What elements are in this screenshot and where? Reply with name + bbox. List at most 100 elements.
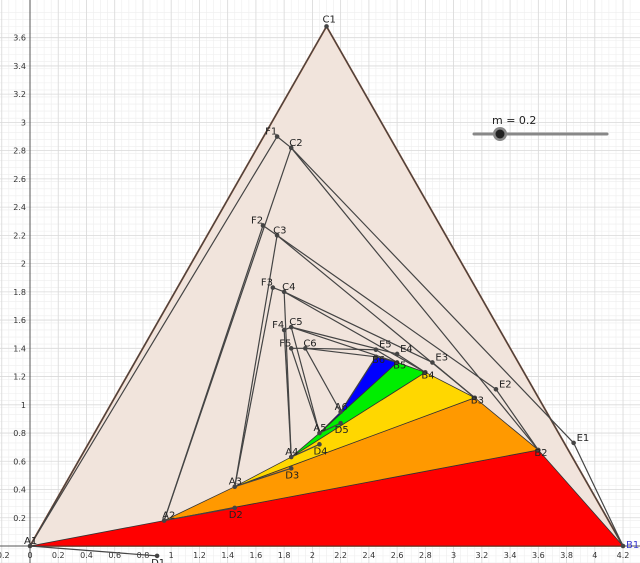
segment — [234, 235, 278, 487]
tick-labels: -0.2 0 0.2 0.4 0.6 0.8 1 1.2 1.4 1.6 1.8 2 2.2 2.4 2.6… — [0, 34, 629, 560]
point-a6[interactable] — [338, 409, 343, 415]
point-label-d1: D1 — [151, 558, 165, 563]
segment — [495, 388, 539, 451]
x-tick-label: 0.4 — [80, 551, 93, 560]
point-c3[interactable] — [274, 233, 280, 238]
point-label-a1: A1 — [24, 536, 37, 547]
point-label-d3: D3 — [285, 470, 299, 481]
point-b3[interactable] — [472, 395, 478, 401]
segment — [283, 291, 433, 363]
x-tick-label: 3 — [451, 551, 456, 560]
point-d1[interactable] — [154, 553, 160, 559]
segment — [290, 348, 321, 434]
y-tick-label: 1.6 — [13, 316, 26, 325]
x-tick-label: 3.8 — [560, 551, 573, 560]
point-f1[interactable] — [274, 134, 280, 139]
segment — [276, 136, 292, 149]
segment — [290, 147, 539, 451]
points[interactable]: A1 B1 C1 D1 E1 F1 A2 B2 C2 D2 E2 F2 A3 B3 C3 D3 E3 F3 A4 B4… — [24, 14, 639, 563]
point-label-b6: B6 — [372, 355, 385, 366]
point-label-d4: D4 — [313, 446, 327, 457]
point-a2[interactable] — [161, 518, 167, 523]
point-b6[interactable] — [373, 354, 379, 360]
point-b5[interactable] — [394, 360, 400, 365]
segment — [234, 287, 274, 487]
point-b4[interactable] — [423, 370, 428, 375]
segment — [396, 353, 426, 373]
segment — [291, 326, 398, 364]
x-tick-label: 4 — [592, 551, 597, 560]
x-tick-label: -0.2 — [0, 551, 10, 560]
point-c1[interactable] — [324, 24, 329, 29]
x-tick-label: 1.2 — [193, 551, 206, 560]
point-label-f2: F2 — [251, 215, 263, 226]
point-label-d2: D2 — [229, 510, 243, 521]
point-label-d5: D5 — [335, 425, 349, 436]
x-tick-label: 2.8 — [419, 551, 432, 560]
point-b2[interactable] — [536, 447, 541, 453]
point-label-a3: A3 — [229, 477, 242, 488]
x-tick-label: 0.2 — [52, 551, 65, 560]
point-label-b5: B5 — [393, 360, 406, 371]
segment — [573, 442, 624, 547]
point-c5[interactable] — [288, 324, 294, 330]
y-tick-label: 0.4 — [13, 486, 26, 495]
y-tick-label: 1 — [21, 401, 26, 410]
y-tick-label: 3 — [21, 118, 26, 127]
point-d4[interactable] — [317, 442, 322, 447]
slider-m[interactable]: m = 0.2 — [472, 114, 609, 141]
point-f3[interactable] — [270, 285, 276, 290]
point-f2[interactable] — [260, 223, 266, 228]
x-tick-label: 2.4 — [363, 551, 376, 560]
point-f4[interactable] — [281, 327, 287, 333]
point-c6[interactable] — [303, 346, 308, 351]
y-tick-label: 1.4 — [13, 344, 26, 353]
point-a4[interactable] — [288, 454, 294, 460]
point-label-c5: C5 — [289, 317, 302, 328]
point-e1[interactable] — [571, 440, 576, 446]
y-tick-label: 3.4 — [13, 62, 26, 71]
x-tick-label: 1.4 — [221, 551, 234, 560]
point-label-e2: E2 — [499, 379, 512, 390]
y-tick-label: 0.6 — [13, 457, 26, 466]
y-tick-label: 2.4 — [13, 203, 26, 212]
point-d5[interactable] — [338, 420, 343, 426]
point-d2[interactable] — [232, 505, 238, 511]
point-f5[interactable] — [288, 346, 294, 351]
point-c2[interactable] — [288, 145, 294, 151]
point-e5[interactable] — [373, 347, 379, 353]
point-e4[interactable] — [394, 351, 400, 357]
point-label-c2: C2 — [289, 138, 302, 149]
x-tick-label: 2.6 — [391, 551, 404, 560]
y-tick-label: 3.2 — [13, 90, 26, 99]
point-d3[interactable] — [288, 466, 294, 471]
point-a5[interactable] — [317, 430, 322, 436]
construction-lines — [29, 26, 624, 557]
x-tick-label: 1.6 — [250, 551, 263, 560]
point-a3[interactable] — [232, 484, 238, 489]
y-tick-label: 3.6 — [13, 34, 26, 43]
y-tick-label: 2 — [21, 260, 26, 269]
point-c4[interactable] — [281, 289, 287, 295]
point-label-e1: E1 — [577, 433, 590, 444]
point-label-a5: A5 — [313, 423, 326, 434]
point-e3[interactable] — [430, 360, 435, 365]
point-label-c1: C1 — [323, 14, 336, 25]
segment — [290, 443, 320, 458]
y-tick-label: 1.8 — [13, 288, 26, 297]
segment — [283, 329, 292, 458]
x-tick-label: 3.6 — [532, 551, 545, 560]
point-b1[interactable] — [620, 543, 626, 549]
y-tick-label: 2.8 — [13, 147, 26, 156]
segment — [304, 348, 342, 413]
segment — [234, 467, 292, 488]
slider-handle-center[interactable] — [495, 129, 505, 139]
point-label-c6: C6 — [303, 338, 316, 349]
point-a1[interactable] — [27, 543, 33, 549]
segment — [290, 147, 575, 444]
x-tick-label: 1 — [169, 551, 174, 560]
segment — [283, 291, 426, 373]
point-e2[interactable] — [493, 386, 499, 392]
